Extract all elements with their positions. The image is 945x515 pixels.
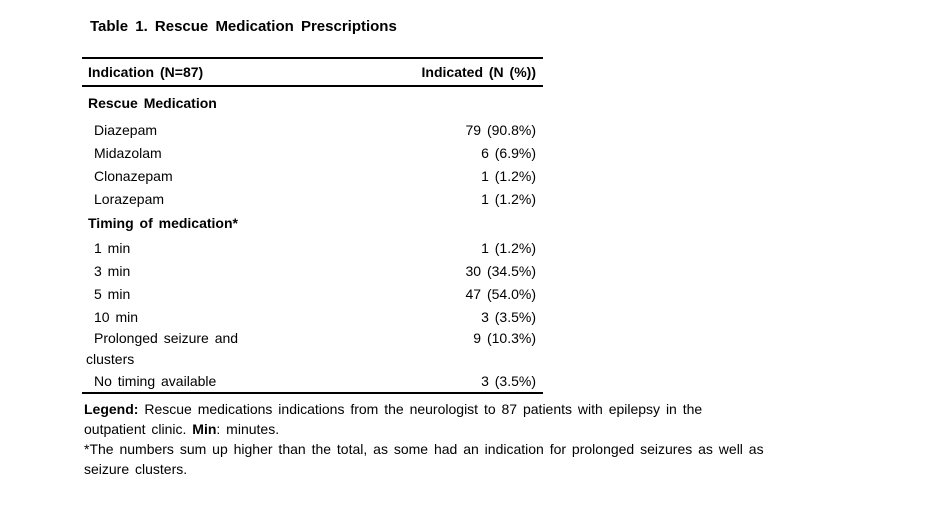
table-header-row: Indication (N=87) Indicated (N (%)) — [82, 59, 543, 87]
table-row-diazepam: Diazepam 79 (90.8%) — [82, 118, 543, 141]
table-row-clonazepam: Clonazepam 1 (1.2%) — [82, 164, 543, 187]
row-label: Diazepam — [94, 121, 158, 138]
table-row-10-min: 10 min 3 (3.5%) — [82, 305, 543, 328]
table-row-1-min: 1 min 1 (1.2%) — [82, 236, 543, 259]
table-legend: Legend: Rescue medications indications f… — [84, 399, 916, 479]
legend-label: Legend: — [84, 401, 139, 417]
column-header-indication: Indication (N=87) — [88, 64, 204, 80]
row-label: No timing available — [94, 373, 217, 389]
row-label: Midazolam — [94, 144, 162, 161]
row-value: 3 (3.5%) — [481, 308, 536, 325]
row-value: 30 (34.5%) — [465, 262, 536, 279]
row-value: 1 (1.2%) — [481, 190, 536, 207]
table-row-midazolam: Midazolam 6 (6.9%) — [82, 141, 543, 164]
row-value: 1 (1.2%) — [481, 239, 536, 256]
footnote-line-1: *The numbers sum up higher than the tota… — [84, 439, 916, 459]
legend-text: Rescue medications indications from the … — [138, 401, 703, 417]
row-label: Prolonged seizure and clusters — [86, 330, 239, 367]
row-label: 3 min — [94, 262, 131, 279]
table-row-no-timing-available: No timing available 3 (3.5%) — [82, 370, 543, 392]
min-definition: : minutes. — [216, 421, 280, 437]
row-label: Lorazepam — [94, 190, 165, 207]
rescue-medication-table: Indication (N=87) Indicated (N (%)) Resc… — [82, 57, 543, 394]
legend-text-continued: outpatient clinic. — [84, 421, 193, 437]
row-value: 1 (1.2%) — [481, 167, 536, 184]
section-header-rescue-medication: Rescue Medication — [82, 87, 543, 118]
column-header-indicated: Indicated (N (%)) — [421, 64, 536, 80]
section-label: Timing of medication* — [88, 215, 238, 231]
min-abbreviation: Min — [192, 421, 217, 437]
section-header-timing-of-medication: Timing of medication* — [82, 210, 543, 236]
row-label: Clonazepam — [94, 167, 173, 184]
table-title: Table 1. Rescue Medication Prescriptions — [90, 18, 397, 35]
table-row-5-min: 5 min 47 (54.0%) — [82, 282, 543, 305]
row-value: 79 (90.8%) — [465, 121, 536, 138]
section-label: Rescue Medication — [88, 94, 217, 111]
row-value: 9 (10.3%) — [473, 330, 536, 346]
table-row-3-min: 3 min 30 (34.5%) — [82, 259, 543, 282]
row-label: 1 min — [94, 239, 131, 256]
row-label: 10 min — [94, 308, 139, 325]
row-label: 5 min — [94, 285, 131, 302]
row-value: 47 (54.0%) — [465, 285, 536, 302]
footnote-line-2: seizure clusters. — [84, 459, 916, 479]
row-value: 6 (6.9%) — [481, 144, 536, 161]
footnote-text-continued: seizure clusters. — [84, 461, 188, 477]
footnote-text: *The numbers sum up higher than the tota… — [84, 441, 764, 457]
row-value: 3 (3.5%) — [481, 373, 536, 389]
legend-line-1: Legend: Rescue medications indications f… — [84, 399, 916, 419]
legend-line-2: outpatient clinic. Min: minutes. — [84, 419, 916, 439]
table-row-prolonged-seizure-and-clusters: Prolonged seizure and clusters 9 (10.3%) — [82, 328, 543, 370]
table-row-lorazepam: Lorazepam 1 (1.2%) — [82, 187, 543, 210]
